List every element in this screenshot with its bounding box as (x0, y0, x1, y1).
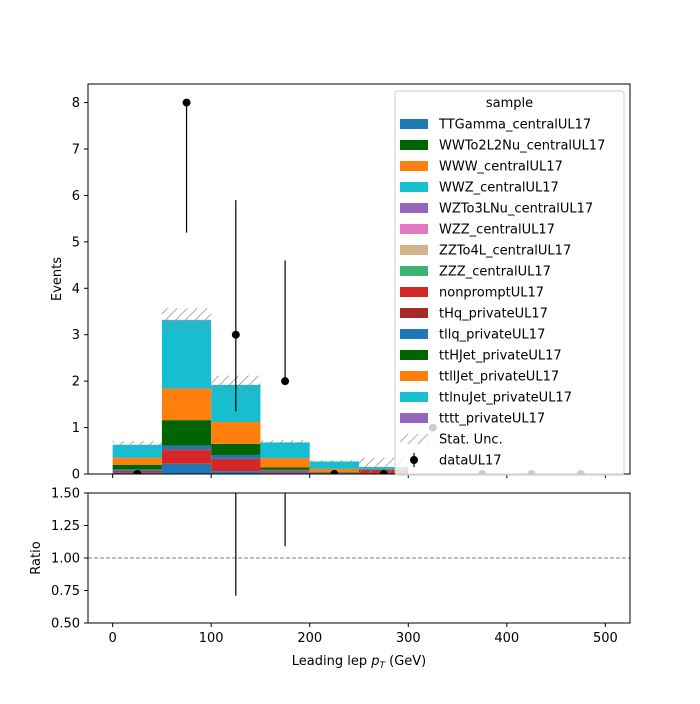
x-tick-label-2: 200 (297, 631, 322, 646)
bar-tHq_privateUL17-bin-2 (211, 459, 260, 460)
legend-swatch-WWW_centralUL17 (400, 161, 428, 171)
ratio-y-tick-label-1: 0.75 (51, 584, 80, 599)
legend-swatch-ZZZ_centralUL17 (400, 266, 428, 276)
bar-tllq_privateUL17-bin-3 (260, 470, 309, 471)
legend-label-ttlnuJet_privateUL17: ttlnuJet_privateUL17 (439, 391, 572, 406)
legend-swatch-WWTo2L2Nu_centralUL17 (400, 140, 428, 150)
main-y-tick-label-2: 2 (72, 375, 80, 390)
legend-swatch-WWZ_centralUL17 (400, 182, 428, 192)
legend-swatch-WZZ_centralUL17 (400, 224, 428, 234)
main-y-tick-label-3: 3 (72, 328, 80, 343)
legend-swatch-nonpromptUL17 (400, 287, 428, 297)
legend-label-WZTo3LNu_centralUL17: WZTo3LNu_centralUL17 (439, 202, 593, 217)
x-axis-label-symbol: p (370, 654, 379, 669)
x-axis-label: Leading lep pT (GeV) (292, 654, 426, 671)
legend-swatch-ttllJet_privateUL17 (400, 371, 428, 381)
ratio-y-tick-label-4: 1.50 (51, 487, 80, 502)
bar-ttHJet_privateUL17-bin-0 (113, 465, 162, 470)
x-tick-label-0: 0 (108, 631, 116, 646)
bar-ttllJet_privateUL17-bin-3 (260, 458, 309, 467)
x-tick-label-5: 500 (593, 631, 618, 646)
legend-label-data: dataUL17 (439, 454, 502, 469)
legend-label-WWW_centralUL17: WWW_centralUL17 (439, 160, 563, 175)
ratio-y-tick-label-3: 1.25 (51, 519, 80, 534)
x-axis-label-unit: (GeV) (385, 654, 426, 669)
legend-swatch-ttHJet_privateUL17 (400, 350, 428, 360)
legend: sample TTGamma_centralUL17 WWTo2L2Nu_centr… (395, 91, 624, 475)
main-y-tick-label-0: 0 (72, 468, 80, 483)
x-tick-label-3: 300 (396, 631, 421, 646)
bar-nonpromptUL17-bin-2 (211, 460, 260, 472)
main-y-tick-label-6: 6 (72, 189, 80, 204)
legend-swatch-tttt_privateUL17 (400, 413, 428, 423)
bar-tllq_privateUL17-bin-2 (211, 455, 260, 459)
main-y-tick-label-8: 8 (72, 96, 80, 111)
legend-swatch-TTGamma_centralUL17 (400, 119, 428, 129)
legend-label-WWTo2L2Nu_centralUL17: WWTo2L2Nu_centralUL17 (439, 139, 605, 154)
bar-nonpromptUL17-bin-1 (162, 450, 211, 463)
bar-ttllJet_privateUL17-bin-0 (113, 458, 162, 465)
main-y-tick-label-4: 4 (72, 282, 80, 297)
legend-swatch-WZTo3LNu_centralUL17 (400, 203, 428, 213)
bar-tllq_privateUL17-bin-1 (162, 446, 211, 450)
bar-ttllJet_privateUL17-bin-1 (162, 389, 211, 421)
legend-label-tttt_privateUL17: tttt_privateUL17 (439, 412, 545, 427)
legend-label-tllq_privateUL17: tllq_privateUL17 (439, 328, 545, 343)
main-y-tick-label-1: 1 (72, 421, 80, 436)
main-y-axis-label: Events (50, 257, 65, 301)
bar-ttlnuJet_privateUL17-bin-3 (260, 442, 309, 458)
bar-TTGamma_centralUL17-bin-1 (162, 464, 211, 474)
stat-unc-band-bin-4 (310, 460, 359, 463)
legend-swatch-ttlnuJet_privateUL17 (400, 392, 428, 402)
data-point-1 (183, 99, 191, 107)
bar-ttHJet_privateUL17-bin-2 (211, 444, 260, 455)
bar-ttHJet_privateUL17-bin-3 (260, 468, 309, 470)
stat-unc-band-bin-0 (113, 441, 162, 448)
bar-nonpromptUL17-bin-3 (260, 471, 309, 472)
legend-label-ttllJet_privateUL17: ttllJet_privateUL17 (439, 370, 559, 385)
stat-unc-band-bin-1 (162, 308, 211, 331)
legend-swatch-tllq_privateUL17 (400, 329, 428, 339)
data-point-2 (232, 331, 240, 339)
legend-label-stat-unc: Stat. Unc. (439, 433, 503, 448)
legend-label-tHq_privateUL17: tHq_privateUL17 (439, 307, 548, 322)
main-y-tick-label-5: 5 (72, 235, 80, 250)
legend-title: sample (486, 96, 533, 111)
legend-label-ZZZ_centralUL17: ZZZ_centralUL17 (439, 265, 551, 280)
legend-label-ZZTo4L_centralUL17: ZZTo4L_centralUL17 (439, 244, 571, 259)
ratio-y-tick-label-2: 1.00 (51, 552, 80, 567)
legend-label-TTGamma_centralUL17: TTGamma_centralUL17 (438, 118, 591, 133)
legend-swatch-tHq_privateUL17 (400, 308, 428, 318)
legend-label-WZZ_centralUL17: WZZ_centralUL17 (439, 223, 555, 238)
legend-swatch-stat-unc (400, 434, 428, 444)
bar-tHq_privateUL17-bin-1 (162, 449, 211, 450)
main-y-tick-label-7: 7 (72, 143, 80, 158)
data-point-3 (281, 377, 289, 385)
x-axis-label-main: Leading lep (292, 654, 371, 669)
ratio-y-tick-label-0: 0.50 (51, 617, 80, 632)
bar-ttHJet_privateUL17-bin-1 (162, 420, 211, 446)
legend-label-ttHJet_privateUL17: ttHJet_privateUL17 (439, 349, 562, 364)
legend-swatch-ZZTo4L_centralUL17 (400, 245, 428, 255)
legend-data-marker (410, 456, 418, 464)
x-tick-label-1: 100 (199, 631, 224, 646)
bar-ttllJet_privateUL17-bin-2 (211, 422, 260, 444)
legend-label-WWZ_centralUL17: WWZ_centralUL17 (439, 181, 559, 196)
x-tick-label-4: 400 (494, 631, 519, 646)
ratio-y-axis-label: Ratio (29, 541, 44, 574)
stat-unc-band-bin-3 (260, 440, 309, 445)
legend-label-nonpromptUL17: nonpromptUL17 (439, 286, 544, 301)
